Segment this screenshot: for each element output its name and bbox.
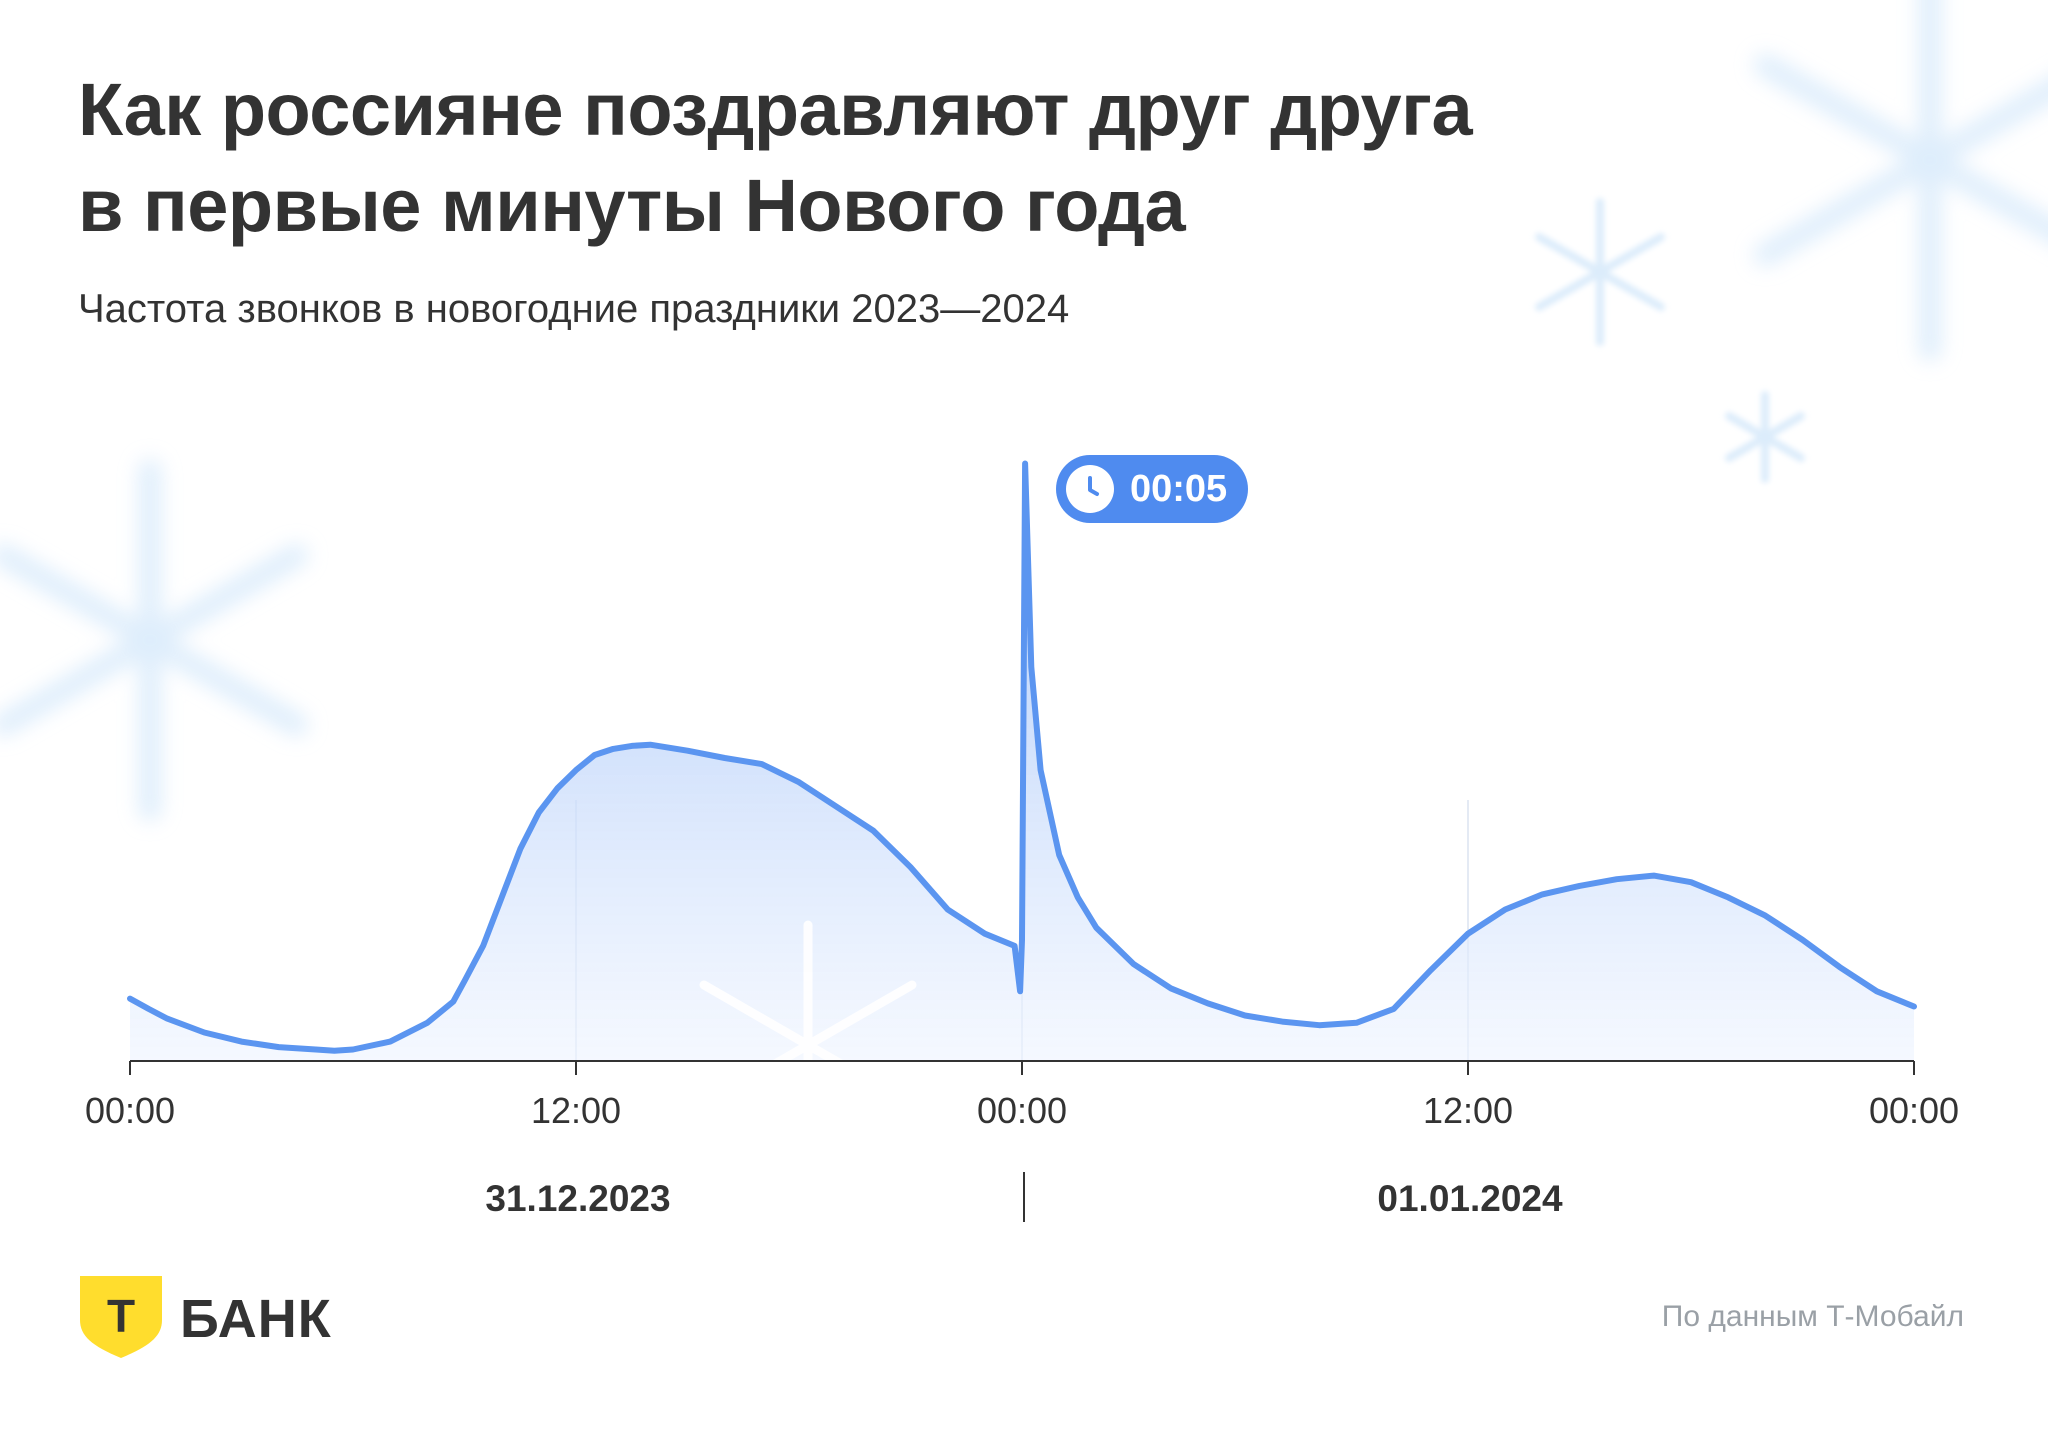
tbank-logo: Т bbox=[78, 1274, 164, 1365]
x-tick-label: 00:00 bbox=[1868, 1090, 1960, 1131]
tbank-logo-text: БАНК bbox=[180, 1289, 332, 1349]
page-title: Как россияне поздравляют друг друга в пе… bbox=[78, 62, 1678, 254]
date-divider bbox=[1023, 1172, 1025, 1222]
clock-icon bbox=[1066, 465, 1114, 513]
snowflake-icon bbox=[0, 0, 2048, 821]
snowflake-icon bbox=[1535, 198, 1805, 483]
peak-time-badge: 00:05 bbox=[1056, 455, 1248, 523]
peak-time-label: 00:05 bbox=[1130, 467, 1228, 510]
date-label-day-2: 01.01.2024 bbox=[1377, 1178, 1563, 1219]
snowflake-icon bbox=[699, 920, 917, 1170]
x-tick-label: 00:00 bbox=[84, 1090, 176, 1131]
chart-subtitle: Частота звонков в новогодние праздники 2… bbox=[78, 287, 1070, 331]
tbank-shield-icon: Т bbox=[80, 1276, 162, 1358]
date-label-day-1: 31.12.2023 bbox=[485, 1178, 671, 1219]
title-line-1: Как россияне поздравляют друг друга bbox=[78, 68, 1473, 151]
title-line-2: в первые минуты Нового года bbox=[78, 164, 1186, 247]
x-tick-label: 12:00 bbox=[1422, 1090, 1514, 1131]
series-area bbox=[130, 463, 1914, 1061]
data-source-note: По данным Т-Мобайл bbox=[1661, 1300, 1964, 1333]
x-tick-label: 12:00 bbox=[530, 1090, 622, 1131]
series-line bbox=[127, 460, 1917, 1054]
svg-text:Т: Т bbox=[107, 1290, 135, 1342]
x-tick-label: 00:00 bbox=[976, 1090, 1068, 1131]
